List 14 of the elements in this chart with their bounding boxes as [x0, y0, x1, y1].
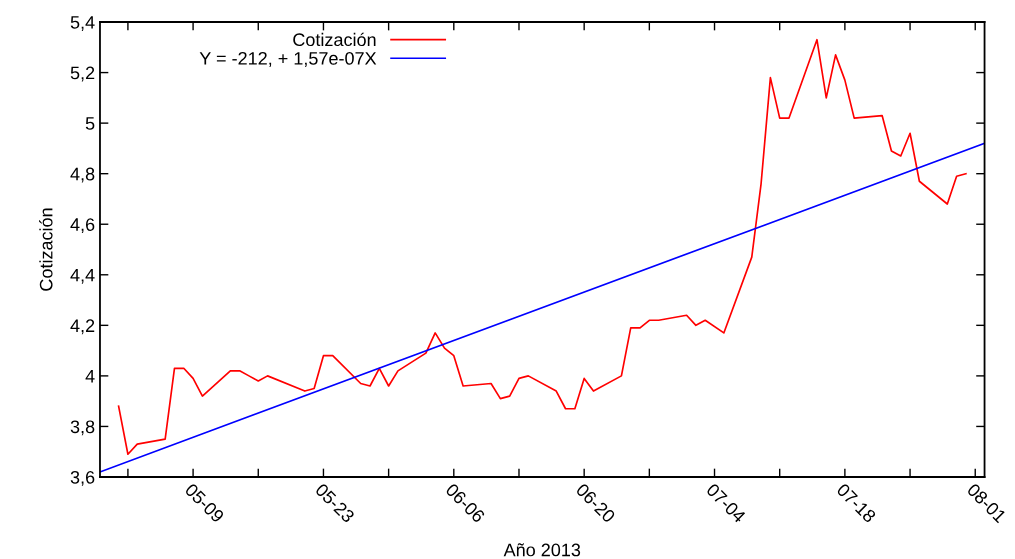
y-tick-label: 5	[85, 117, 95, 130]
y-tick-label: 4,4	[70, 268, 95, 284]
y-tick-label: 4,2	[70, 319, 95, 335]
y-tick-label: 4	[85, 370, 95, 383]
y-tick-label: 5,2	[70, 66, 95, 82]
y-tick-label: 3,6	[70, 470, 95, 486]
y-tick-label: 4,8	[70, 167, 95, 183]
y-tick-label: 4,6	[70, 218, 95, 234]
legend-label: Cotización	[293, 32, 376, 47]
y-axis-title: Cotización	[39, 208, 53, 291]
legend-label: Y = -212, + 1,57e-07X	[199, 51, 377, 67]
y-tick-label: 5,4	[70, 16, 95, 31]
y-tick-label: 3,8	[70, 420, 95, 436]
x-axis-title: Año 2013	[503, 543, 581, 557]
